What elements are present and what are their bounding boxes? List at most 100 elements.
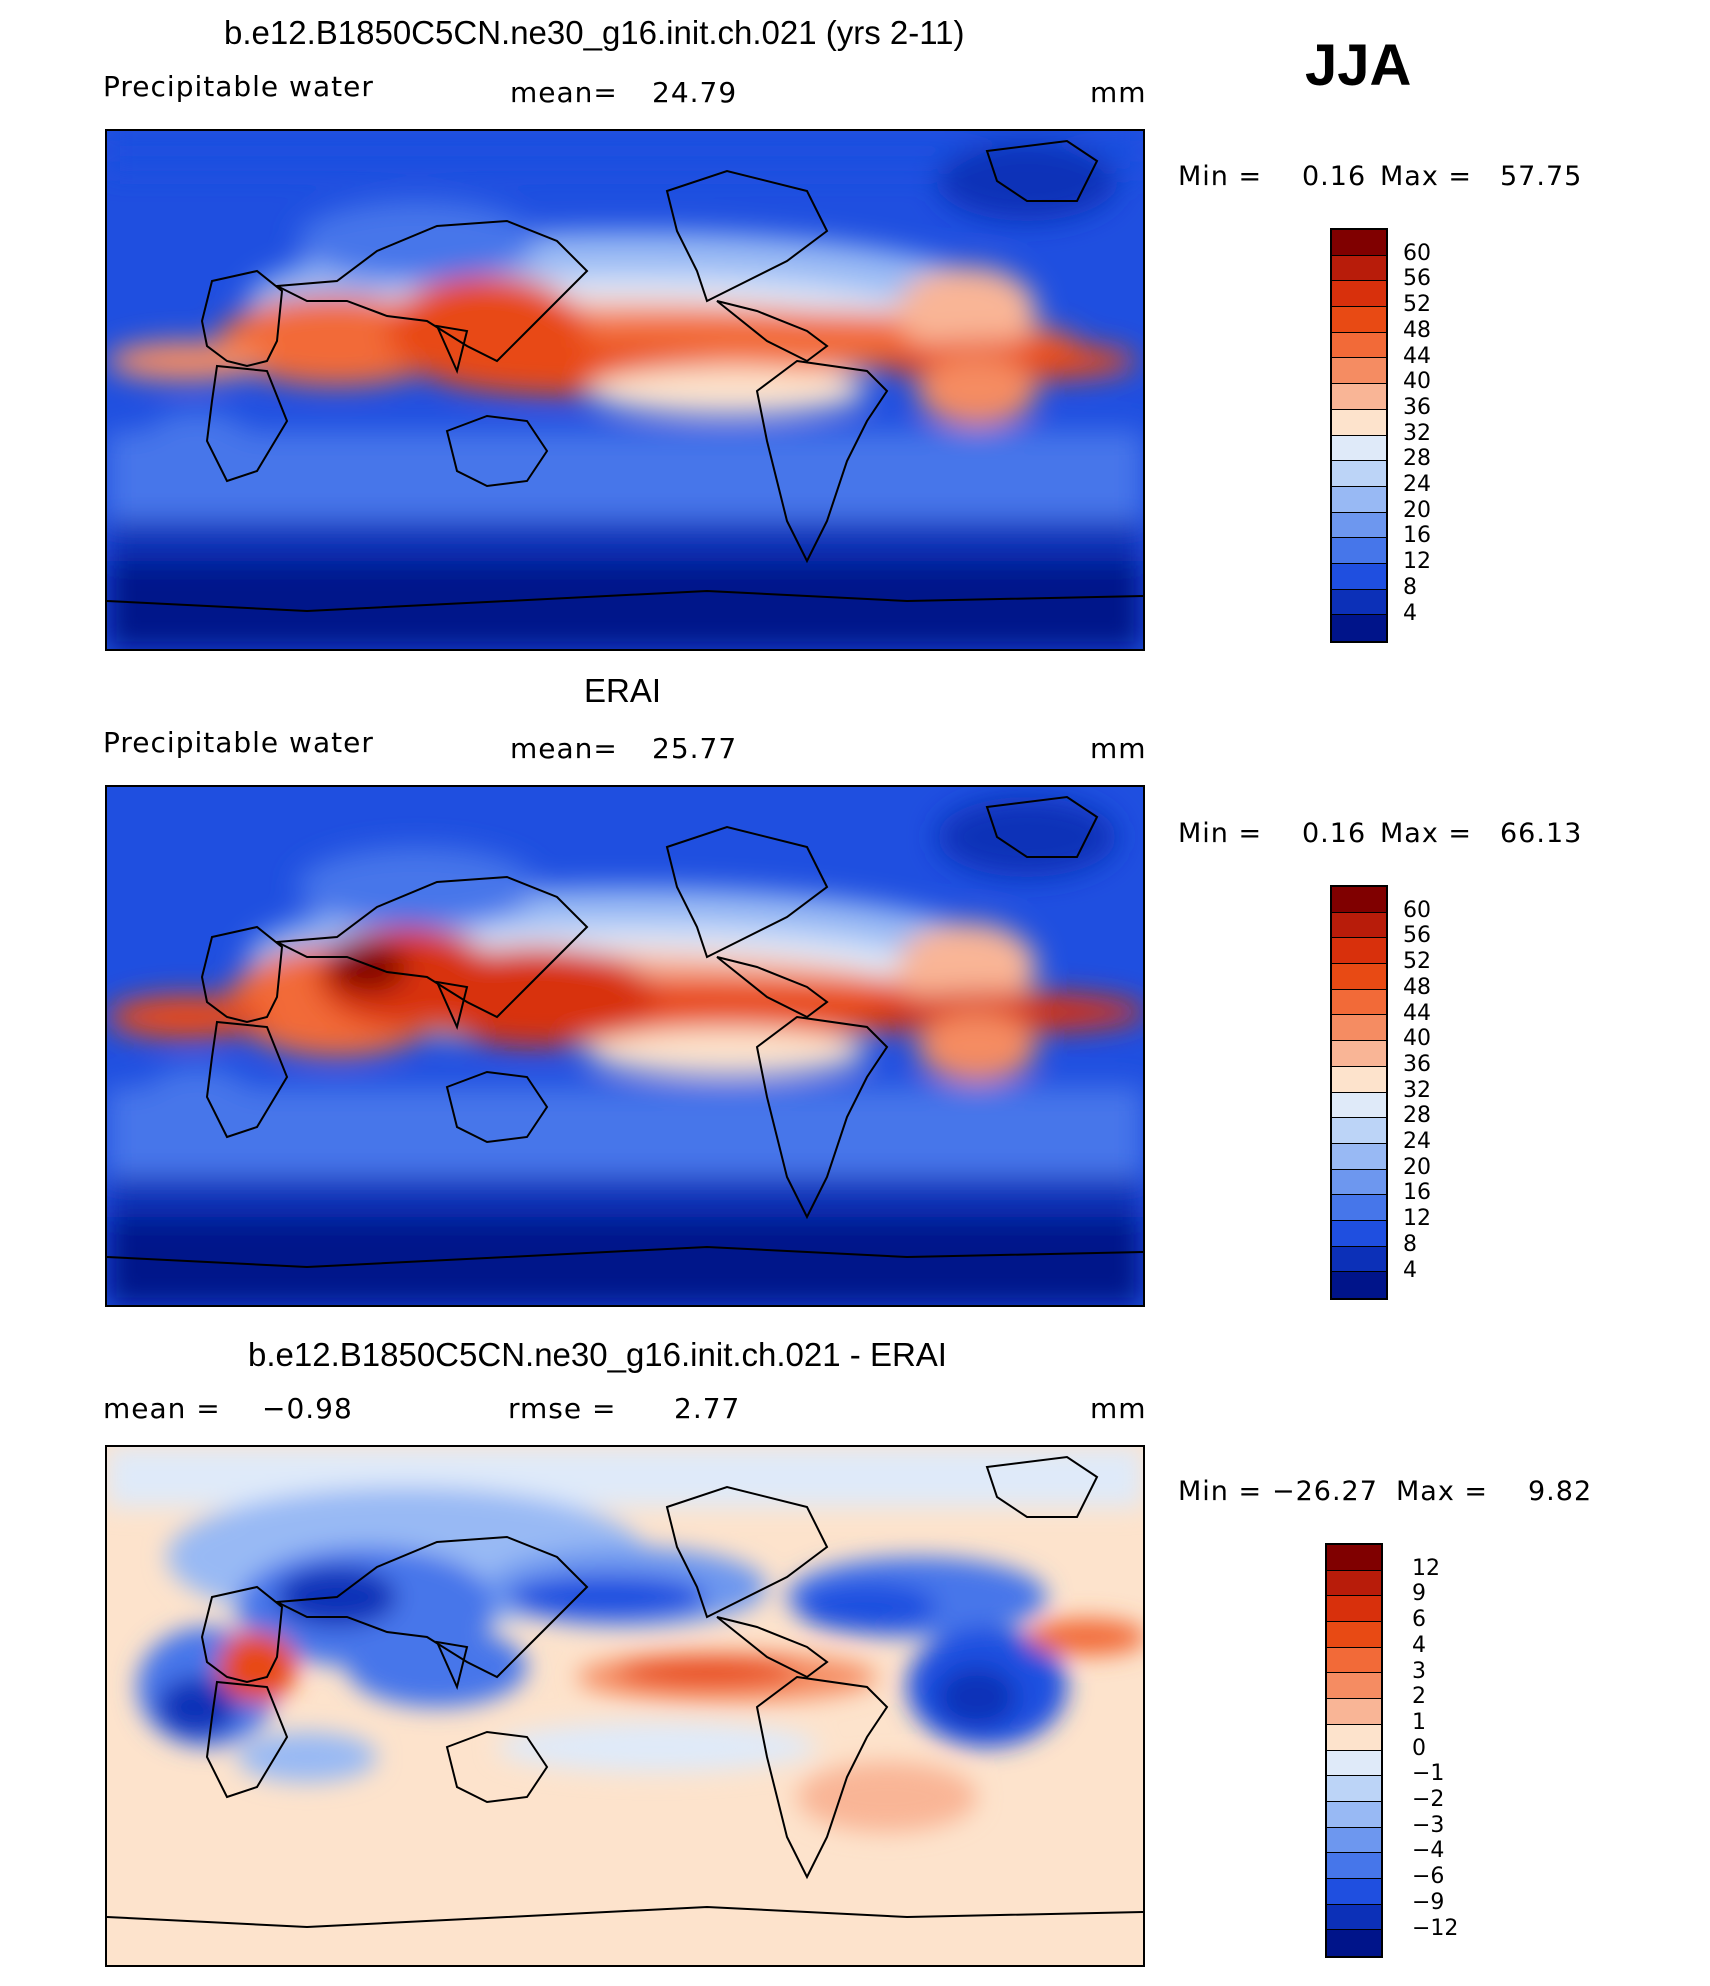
colorbar-tick-label: −6 [1412, 1864, 1445, 1890]
colorbar-tick-label: 20 [1403, 1154, 1431, 1180]
colorbar-swatch [1332, 1169, 1386, 1196]
panel-2-map [105, 785, 1145, 1307]
panel-3-min-value: −26.27 [1272, 1476, 1378, 1507]
colorbar-swatch [1332, 307, 1386, 333]
colorbar-swatch [1332, 938, 1386, 965]
colorbar-swatch [1332, 1092, 1386, 1119]
colorbar-swatch [1327, 1827, 1381, 1854]
colorbar-tick-label: 60 [1403, 897, 1431, 923]
panel-3-rmse-value: 2.77 [674, 1392, 741, 1425]
colorbar-tick-label: 44 [1403, 1000, 1431, 1026]
colorbar-tick-label: 36 [1403, 1051, 1431, 1077]
colorbar-tick-label: 16 [1403, 1180, 1431, 1206]
colorbar-swatch [1332, 384, 1386, 410]
panel-1-variable: Precipitable water [103, 70, 374, 103]
colorbar-swatch [1332, 589, 1386, 616]
colorbar-swatch [1327, 1904, 1381, 1931]
panel-2-min-value: 0.16 [1302, 818, 1367, 849]
colorbar-tick-label: 9 [1412, 1581, 1426, 1607]
colorbar-tick-label: 12 [1403, 549, 1431, 575]
colorbar-tick-label: 20 [1403, 497, 1431, 523]
season-label: JJA [1305, 33, 1412, 98]
colorbar-tick-label: 48 [1403, 317, 1431, 343]
panel-3-map [105, 1445, 1145, 1967]
colorbar-tick-label: 1 [1412, 1709, 1426, 1735]
colorbar-tick-label: 32 [1403, 1077, 1431, 1103]
colorbar-tick-label: −1 [1412, 1761, 1445, 1787]
colorbar-tick-label: 56 [1403, 266, 1431, 292]
colorbar-tick-label: 3 [1412, 1658, 1426, 1684]
colorbar-swatch [1327, 1699, 1381, 1725]
colorbar-swatch [1332, 989, 1386, 1016]
colorbar-swatch [1332, 1272, 1386, 1298]
colorbar-swatch [1327, 1853, 1381, 1879]
panel-1-colorbar [1330, 228, 1388, 643]
panel-3-mean-label: mean = [103, 1392, 221, 1425]
colorbar-tick-label: 40 [1403, 1026, 1431, 1052]
panel-3-max-value: 9.82 [1528, 1476, 1593, 1507]
colorbar-tick-label: 52 [1403, 292, 1431, 318]
colorbar-tick-label: 4 [1403, 1257, 1417, 1283]
colorbar-tick-label: 6 [1412, 1607, 1426, 1633]
colorbar-swatch [1332, 964, 1386, 990]
panel-1-units: mm [1090, 76, 1147, 109]
panel-1-mean-label: mean= [510, 76, 618, 109]
colorbar-tick-label: 16 [1403, 523, 1431, 549]
panel-2-variable: Precipitable water [103, 726, 374, 759]
panel-2-colorbar [1330, 885, 1388, 1300]
colorbar-swatch [1332, 332, 1386, 359]
colorbar-swatch [1327, 1801, 1381, 1828]
panel-1-min-value: 0.16 [1302, 161, 1367, 192]
colorbar-tick-label: 28 [1403, 1103, 1431, 1129]
colorbar-tick-label: 0 [1412, 1735, 1426, 1761]
colorbar-tick-label: 40 [1403, 369, 1431, 395]
colorbar-tick-label: 8 [1403, 1231, 1417, 1257]
colorbar-swatch [1332, 486, 1386, 513]
colorbar-tick-label: 24 [1403, 472, 1431, 497]
colorbar-swatch [1332, 615, 1386, 641]
colorbar-swatch [1332, 538, 1386, 564]
colorbar-tick-label: 4 [1403, 600, 1417, 626]
colorbar-tick-label: 56 [1403, 923, 1431, 949]
panel-3-max-label: Max = [1396, 1476, 1489, 1507]
colorbar-swatch [1327, 1647, 1381, 1674]
colorbar-swatch [1332, 912, 1386, 939]
colorbar-swatch [1327, 1570, 1381, 1597]
panel-2-mean-value: 25.77 [652, 732, 738, 765]
panel-3-title: b.e12.B1850C5CN.ne30_g16.init.ch.021 - E… [248, 1336, 947, 1373]
panel-2-mean-label: mean= [510, 732, 618, 765]
colorbar-swatch [1327, 1750, 1381, 1777]
colorbar-swatch [1332, 1066, 1386, 1093]
colorbar-swatch [1332, 230, 1386, 256]
colorbar-swatch [1332, 1220, 1386, 1247]
panel-1-title: b.e12.B1850C5CN.ne30_g16.init.ch.021 (yr… [224, 14, 965, 51]
colorbar-swatch [1327, 1878, 1381, 1905]
colorbar-tick-label: 32 [1403, 420, 1431, 446]
colorbar-tick-label: −3 [1412, 1812, 1445, 1838]
colorbar-swatch [1332, 1015, 1386, 1042]
panel-3-rmse-label: rmse = [508, 1392, 617, 1425]
colorbar-swatch [1332, 1041, 1386, 1067]
panel-2-max-value: 66.13 [1500, 818, 1583, 849]
colorbar-tick-label: −9 [1412, 1889, 1445, 1915]
colorbar-swatch [1332, 409, 1386, 436]
colorbar-swatch [1327, 1673, 1381, 1700]
colorbar-tick-label: −12 [1412, 1915, 1459, 1941]
colorbar-swatch [1327, 1776, 1381, 1802]
colorbar-tick-label: 12 [1412, 1555, 1440, 1581]
panel-1-min-label: Min = [1178, 161, 1263, 192]
colorbar-tick-label: 12 [1403, 1206, 1431, 1232]
colorbar-tick-label: 36 [1403, 394, 1431, 420]
colorbar-swatch [1327, 1545, 1381, 1571]
panel-2-max-label: Max = [1380, 818, 1473, 849]
panel-3-min-label: Min = [1178, 1476, 1263, 1507]
colorbar-tick-label: 48 [1403, 974, 1431, 1000]
colorbar-swatch [1327, 1622, 1381, 1648]
colorbar-tick-label: 8 [1403, 574, 1417, 600]
panel-1-mean-value: 24.79 [652, 76, 738, 109]
panel-1-map [105, 129, 1145, 651]
colorbar-tick-label: −2 [1412, 1787, 1445, 1812]
panel-2-title: ERAI [584, 672, 662, 709]
colorbar-tick-label: 28 [1403, 446, 1431, 472]
colorbar-swatch [1327, 1930, 1381, 1956]
